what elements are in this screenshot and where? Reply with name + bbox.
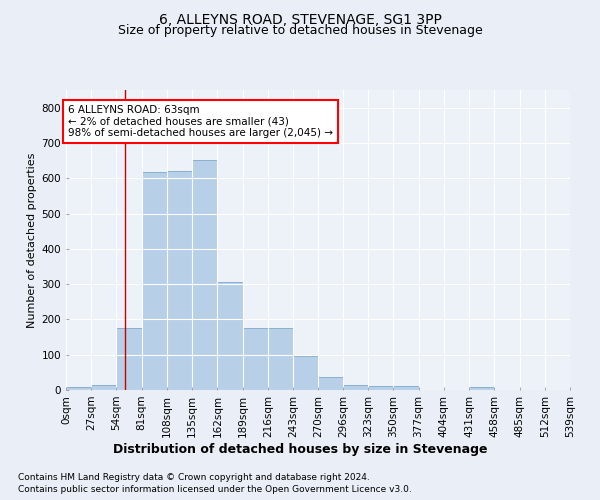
Text: Contains HM Land Registry data © Crown copyright and database right 2024.: Contains HM Land Registry data © Crown c… bbox=[18, 472, 370, 482]
Bar bbox=[66, 387, 91, 390]
Text: 6 ALLEYNS ROAD: 63sqm
← 2% of detached houses are smaller (43)
98% of semi-detac: 6 ALLEYNS ROAD: 63sqm ← 2% of detached h… bbox=[68, 105, 333, 138]
Bar bbox=[319, 376, 343, 390]
Bar bbox=[142, 172, 167, 390]
Text: Contains public sector information licensed under the Open Government Licence v3: Contains public sector information licen… bbox=[18, 485, 412, 494]
Bar bbox=[393, 386, 419, 390]
Bar bbox=[293, 356, 319, 390]
Y-axis label: Number of detached properties: Number of detached properties bbox=[28, 152, 37, 328]
Bar bbox=[368, 386, 393, 390]
Bar bbox=[192, 160, 217, 390]
Text: Distribution of detached houses by size in Stevenage: Distribution of detached houses by size … bbox=[113, 442, 487, 456]
Bar bbox=[243, 328, 268, 390]
Bar bbox=[217, 282, 243, 390]
Bar bbox=[116, 328, 142, 390]
Bar bbox=[343, 384, 368, 390]
Bar bbox=[469, 387, 494, 390]
Bar bbox=[167, 171, 192, 390]
Text: 6, ALLEYNS ROAD, STEVENAGE, SG1 3PP: 6, ALLEYNS ROAD, STEVENAGE, SG1 3PP bbox=[158, 12, 442, 26]
Text: Size of property relative to detached houses in Stevenage: Size of property relative to detached ho… bbox=[118, 24, 482, 37]
Bar bbox=[268, 328, 293, 390]
Bar bbox=[91, 386, 116, 390]
